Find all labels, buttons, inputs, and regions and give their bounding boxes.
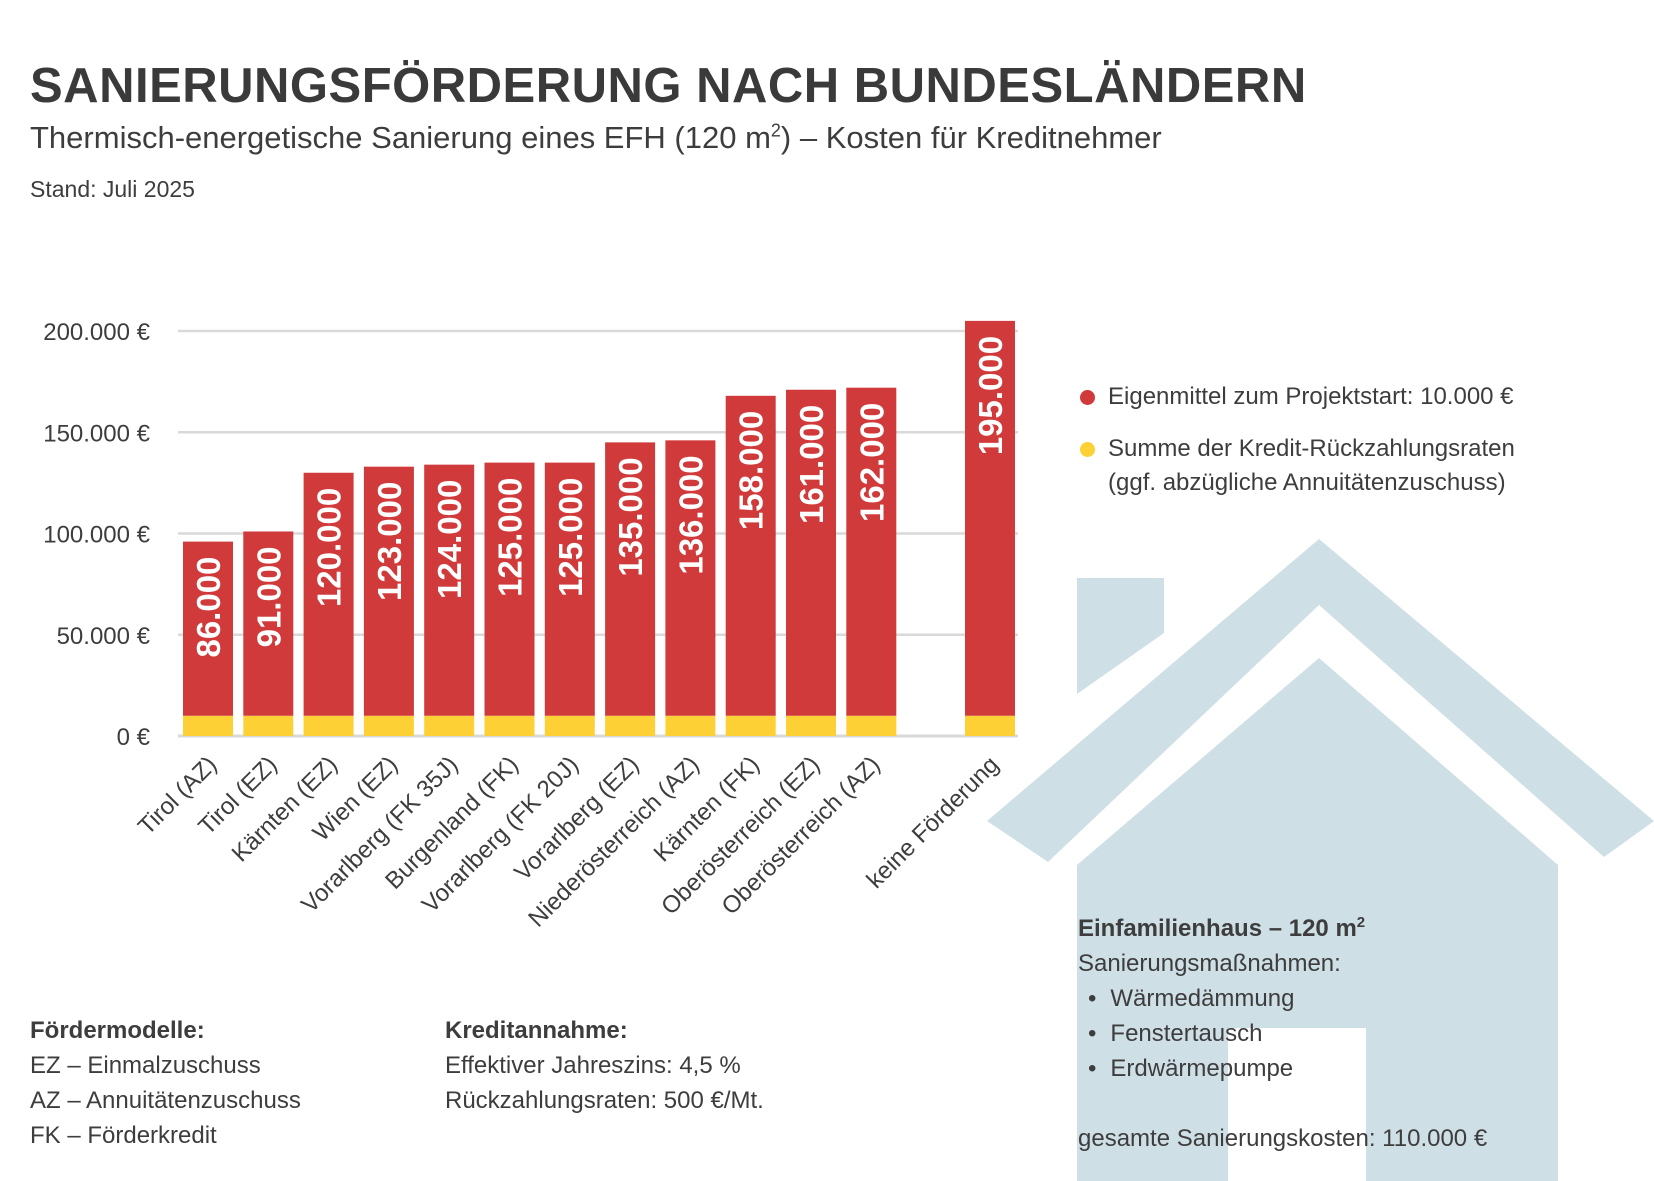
house-info-box: Einfamilienhaus – 120 m2 Sanierungsmaßna… xyxy=(1078,905,1487,1156)
bar-segment-eigenmittel xyxy=(484,715,535,736)
bar-segment-rueckzahlung xyxy=(424,464,475,716)
measures-list: Wärmedämmung Fenstertausch Erdwärmepumpe xyxy=(1078,981,1487,1086)
bar-segment-eigenmittel xyxy=(243,715,294,736)
bar-segment-rueckzahlung xyxy=(363,466,414,716)
measure-item: Fenstertausch xyxy=(1088,1016,1487,1051)
total-cost: gesamte Sanierungskosten: 110.000 € xyxy=(1078,1125,1488,1152)
bar-data-label: 158.000 xyxy=(733,411,770,530)
models-heading: Fördermodelle: xyxy=(30,1017,205,1044)
subtitle-text-end: ) – Kosten für Kreditnehmer xyxy=(780,120,1162,155)
y-tick-label: 100.000 € xyxy=(43,522,150,549)
legend-yellow-dot-icon xyxy=(1080,442,1095,457)
bars: 86.000 91.000 120.000 123.000 124.000 125.000… xyxy=(183,320,1015,736)
bar-data-label: 91.000 xyxy=(250,546,287,647)
x-axis-ticks: Tirol (AZ)Tirol (EZ)Kärnten (EZ)Wien (EZ… xyxy=(133,751,1004,932)
bar-data-label: 136.000 xyxy=(672,455,709,574)
stacked-bar-chart: 0 € 50.000 € 100.000 € 150.000 € 200.000 € 8… xyxy=(43,319,1018,932)
bar-segment-eigenmittel xyxy=(303,715,354,736)
legend-label: Eigenmittel zum Projektstart: 10.000 € xyxy=(1108,383,1514,410)
bar-segment-rueckzahlung xyxy=(544,462,595,716)
bar-segment-rueckzahlung xyxy=(786,389,836,716)
subtitle-text: Thermisch-energetische Sanierung eines E… xyxy=(30,120,771,155)
bar-data-label: 161.000 xyxy=(793,405,830,524)
model-item: EZ – Einmalzuschuss xyxy=(30,1052,261,1079)
legend-label: Summe der Kredit-Rückzahlungsraten xyxy=(1108,435,1515,462)
y-axis-ticks: 0 € 50.000 € 100.000 € 150.000 € 200.000 € xyxy=(43,319,150,751)
bar-segment-rueckzahlung xyxy=(605,442,656,716)
info-heading-text: Einfamilienhaus – 120 m xyxy=(1078,915,1357,942)
page-subtitle: Thermisch-energetische Sanierung eines E… xyxy=(30,120,1162,156)
legend-red-dot-icon xyxy=(1080,390,1095,405)
bar-data-label: 125.000 xyxy=(552,478,589,597)
credit-heading: Kreditannahme: xyxy=(445,1017,628,1044)
legend-label-2: (ggf. abzügliche Annuitätenzuschuss) xyxy=(1108,469,1506,496)
model-item: FK – Förderkredit xyxy=(30,1122,217,1149)
bar-segment-eigenmittel xyxy=(965,715,1015,736)
bar-segment-eigenmittel xyxy=(665,715,716,736)
chart-legend: Eigenmittel zum Projektstart: 10.000 € S… xyxy=(1080,380,1515,518)
bar-segment-rueckzahlung xyxy=(484,462,535,716)
measure-item: Erdwärmepumpe xyxy=(1088,1051,1487,1086)
bar-data-label: 125.000 xyxy=(492,478,529,597)
page-title: SANIERUNGSFÖRDERUNG NACH BUNDESLÄNDERN xyxy=(30,59,1307,113)
bar-segment-eigenmittel xyxy=(544,715,595,736)
bar-segment-rueckzahlung xyxy=(725,395,776,716)
info-heading-sup: 2 xyxy=(1356,914,1366,931)
legend-item-rueckzahlung: Summe der Kredit-Rückzahlungsraten (ggf.… xyxy=(1080,432,1515,500)
bar-segment-rueckzahlung xyxy=(243,531,294,716)
bar-data-label: 123.000 xyxy=(371,482,408,601)
y-tick-label: 0 € xyxy=(117,724,151,751)
legend-item-eigenmittel: Eigenmittel zum Projektstart: 10.000 € xyxy=(1080,380,1515,414)
bar-data-label: 135.000 xyxy=(612,457,649,576)
credit-item: Effektiver Jahreszins: 4,5 % xyxy=(445,1052,741,1079)
bar-segment-eigenmittel xyxy=(605,715,656,736)
bar-segment-rueckzahlung xyxy=(183,541,233,716)
bar-segment-eigenmittel xyxy=(846,715,897,736)
date-stamp: Stand: Juli 2025 xyxy=(30,176,195,202)
bar-data-label: 124.000 xyxy=(431,480,468,599)
funding-models-notes: Fördermodelle: EZ – Einmalzuschuss AZ – … xyxy=(30,1013,301,1153)
subtitle-sup: 2 xyxy=(770,120,781,141)
bar-data-label: 162.000 xyxy=(853,403,890,522)
bar-data-label: 195.000 xyxy=(972,336,1009,455)
bar-data-label: 86.000 xyxy=(190,557,227,658)
bar-segment-eigenmittel xyxy=(363,715,414,736)
y-tick-label: 150.000 € xyxy=(43,420,150,447)
measure-item: Wärmedämmung xyxy=(1088,981,1487,1016)
model-item: AZ – Annuitätenzuschuss xyxy=(30,1087,301,1114)
bar-segment-eigenmittel xyxy=(725,715,776,736)
bar-data-label: 120.000 xyxy=(311,488,348,607)
y-tick-label: 200.000 € xyxy=(43,319,150,346)
measures-label: Sanierungsmaßnahmen: xyxy=(1078,950,1341,977)
bar-segment-rueckzahlung xyxy=(665,440,716,716)
bar-segment-eigenmittel xyxy=(786,715,836,736)
bar-segment-rueckzahlung xyxy=(846,387,897,716)
house-chimney xyxy=(1077,578,1164,694)
credit-assumptions-notes: Kreditannahme: Effektiver Jahreszins: 4,… xyxy=(445,1013,764,1118)
bar-segment-eigenmittel xyxy=(424,715,475,736)
house-roof xyxy=(987,539,1654,862)
bar-segment-rueckzahlung xyxy=(965,320,1015,716)
credit-item: Rückzahlungsraten: 500 €/Mt. xyxy=(445,1087,764,1114)
info-heading: Einfamilienhaus – 120 m2 xyxy=(1078,905,1487,946)
bar-segment-rueckzahlung xyxy=(303,472,354,716)
y-tick-label: 50.000 € xyxy=(57,623,151,650)
bar-segment-eigenmittel xyxy=(183,715,233,736)
